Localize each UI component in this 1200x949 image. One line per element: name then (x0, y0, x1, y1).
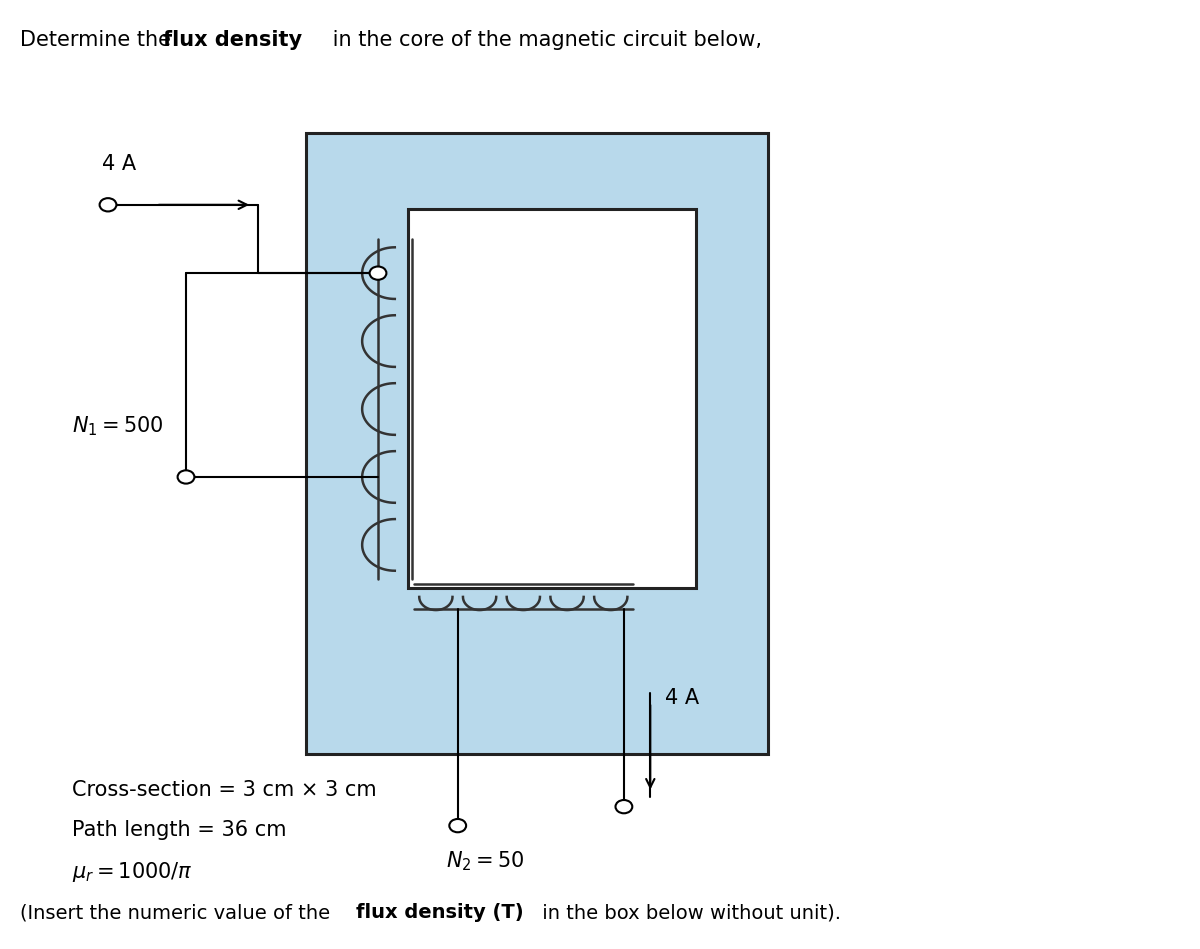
Circle shape (449, 819, 466, 832)
Text: Determine the: Determine the (20, 30, 178, 50)
Text: Path length = 36 cm: Path length = 36 cm (72, 820, 287, 840)
Bar (408, 209, 696, 588)
Text: flux density (T): flux density (T) (356, 903, 524, 922)
Text: in the core of the magnetic circuit below,: in the core of the magnetic circuit belo… (326, 30, 762, 50)
Circle shape (178, 471, 194, 484)
Text: in the box below without unit).: in the box below without unit). (536, 903, 841, 922)
Text: flux density: flux density (163, 30, 302, 50)
Circle shape (616, 800, 632, 813)
Circle shape (370, 267, 386, 280)
Text: (Insert the numeric value of the: (Insert the numeric value of the (20, 903, 337, 922)
Text: $N_1 = 500$: $N_1 = 500$ (72, 414, 163, 437)
Circle shape (100, 198, 116, 212)
Text: 4 A: 4 A (102, 155, 136, 175)
Text: 4 A: 4 A (665, 688, 698, 708)
Text: $\mu_r = 1000/ \pi$: $\mu_r = 1000/ \pi$ (72, 860, 193, 884)
Bar (306, 133, 768, 754)
Text: Cross-section = 3 cm × 3 cm: Cross-section = 3 cm × 3 cm (72, 780, 377, 800)
Text: $N_2 =  50$: $N_2 = 50$ (445, 849, 524, 873)
